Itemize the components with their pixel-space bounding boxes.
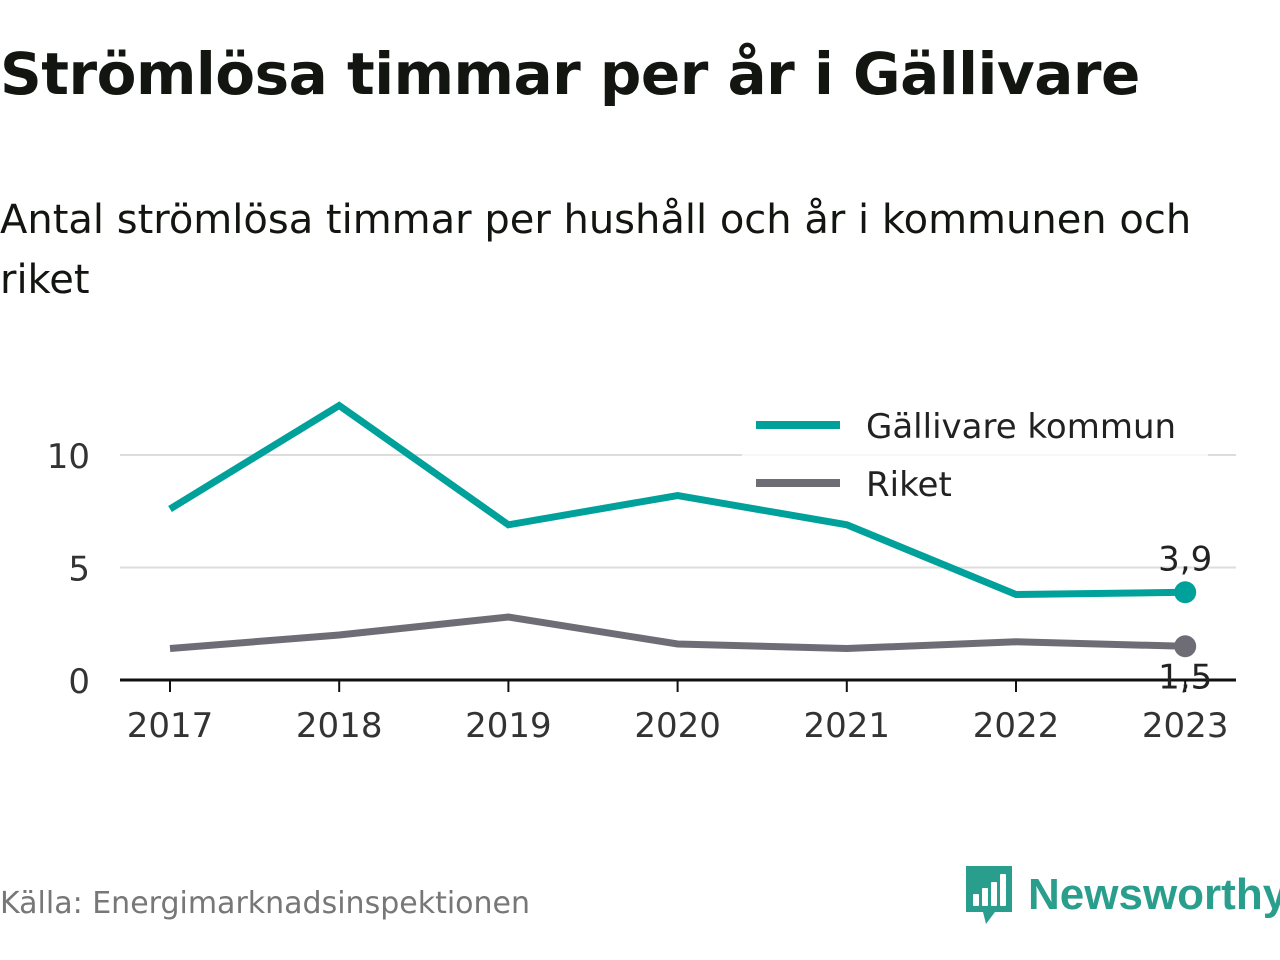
brand-name: Newsworthy (1028, 870, 1280, 919)
x-tick-label: 2023 (1142, 706, 1229, 746)
legend-label: Gällivare kommun (866, 407, 1176, 447)
source-note: Källa: Energimarknadsinspektionen (0, 886, 531, 921)
end-labels: 3,9 1,5 (1158, 539, 1212, 697)
x-tick-label: 2017 (127, 706, 214, 746)
newsworthy-logo-icon (966, 866, 1012, 924)
chart-title: Strömlösa timmar per år i Gällivare (0, 40, 1140, 108)
x-tick-label: 2020 (634, 706, 721, 746)
brand-logo: Newsworthy (964, 864, 1280, 926)
series-line-0 (168, 401, 1186, 599)
y-axis-ticks: 0 5 10 (47, 437, 90, 702)
x-tick-label: 2019 (465, 706, 552, 746)
end-value-label: 3,9 (1158, 539, 1212, 579)
y-tick-label: 10 (47, 437, 90, 477)
line-chart: 0 5 10 2017 2018 2019 2020 2021 2022 2023 Gälliv… (47, 401, 1236, 746)
y-tick-label: 5 (68, 550, 90, 590)
x-tick-label: 2018 (296, 706, 383, 746)
x-tick-label: 2021 (804, 706, 891, 746)
chart-subtitle: Antal strömlösa timmar per hushåll och å… (0, 197, 1192, 303)
series-lines (168, 401, 1197, 658)
series-line-1 (169, 613, 1186, 653)
end-point-0 (1174, 581, 1197, 604)
legend: Gällivare kommun Riket (742, 402, 1208, 505)
end-point-1 (1174, 635, 1197, 658)
x-tick-label: 2022 (973, 706, 1060, 746)
y-tick-label: 0 (68, 662, 90, 702)
legend-label: Riket (866, 465, 952, 505)
x-axis: 2017 2018 2019 2020 2021 2022 2023 (120, 678, 1236, 746)
end-value-label: 1,5 (1158, 657, 1212, 697)
